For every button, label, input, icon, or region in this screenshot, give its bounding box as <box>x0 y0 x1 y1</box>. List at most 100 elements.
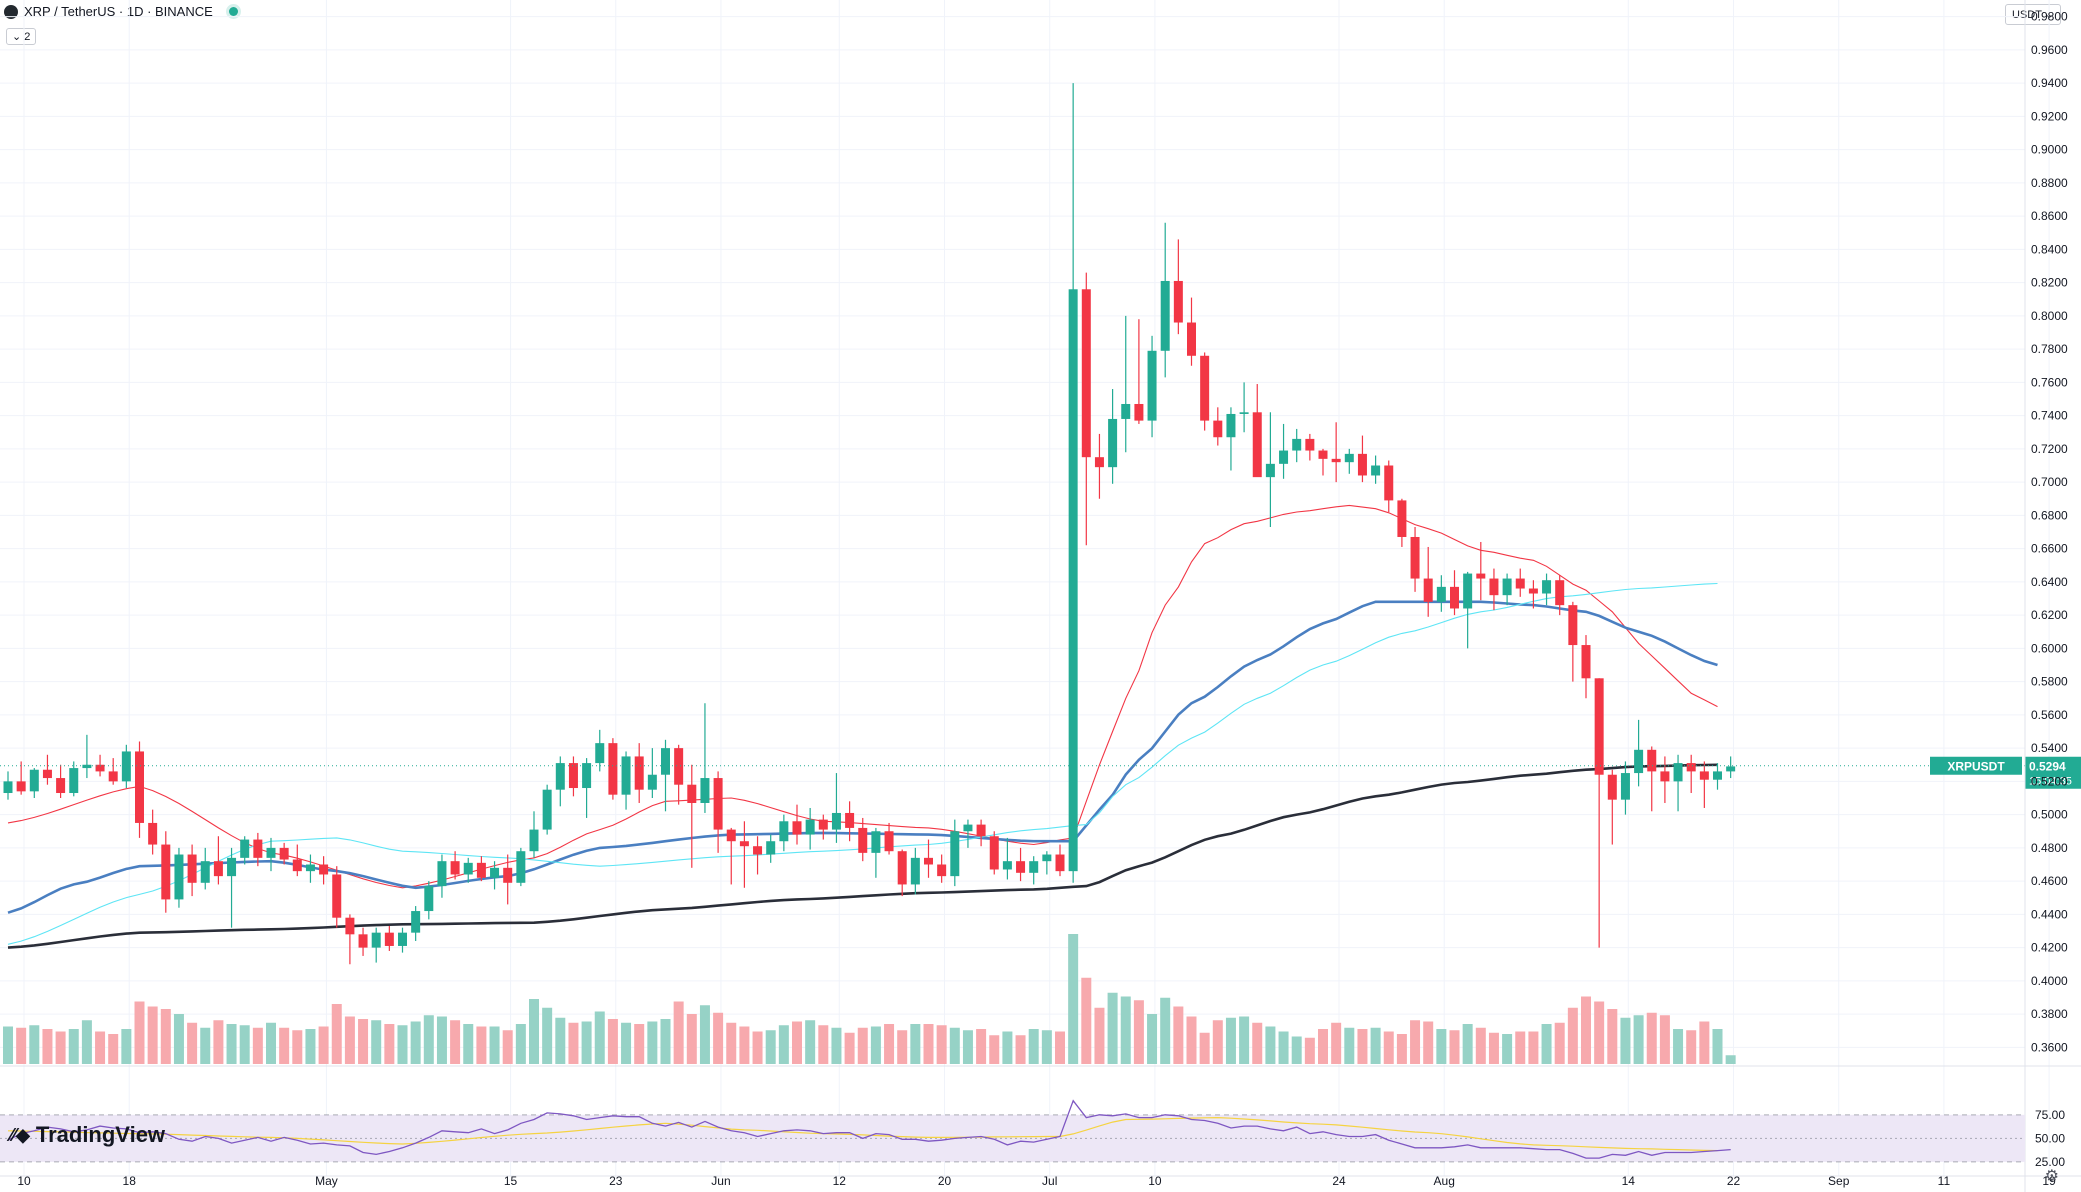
bar-countdown: 15:04:35 <box>2029 776 2072 788</box>
price-tick-label: 0.4800 <box>2031 841 2068 855</box>
candle-body <box>1528 588 1538 594</box>
volume-bar <box>1502 1034 1513 1064</box>
time-tick-label: Aug <box>1434 1174 1455 1188</box>
price-tick-label: 0.9200 <box>2031 109 2068 123</box>
volume-bar <box>792 1021 802 1064</box>
candle-body <box>1042 854 1052 862</box>
candle-body <box>1555 580 1565 606</box>
volume-bar <box>542 1007 553 1064</box>
volume-bar <box>1212 1020 1223 1064</box>
candle-body <box>753 846 763 855</box>
volume-bar <box>1699 1021 1710 1064</box>
volume-bar <box>95 1031 106 1064</box>
candle-body <box>858 827 868 853</box>
volume-bar <box>686 1014 697 1064</box>
volume-bar <box>1725 1055 1736 1064</box>
volume-bar <box>81 1020 92 1064</box>
candle-body <box>1147 350 1157 421</box>
candle-body <box>1463 573 1473 609</box>
candle-body <box>240 839 250 858</box>
volume-bar <box>1107 992 1118 1064</box>
symbol-title[interactable]: XRP / TetherUS · 1D · BINANCE <box>24 4 213 19</box>
volume-bar <box>331 1004 342 1064</box>
candle-body <box>1265 463 1275 478</box>
candle-body <box>1542 580 1552 594</box>
candle-body <box>1108 418 1118 468</box>
gear-icon[interactable]: ⚙ <box>2044 1168 2059 1185</box>
candle-body <box>1081 289 1091 458</box>
volume-bar <box>660 1019 671 1064</box>
volume-bar <box>1528 1031 1539 1064</box>
volume-bar <box>515 1024 526 1064</box>
time-tick-label: 23 <box>609 1174 623 1188</box>
volume-bar <box>555 1017 566 1064</box>
candle-body <box>582 763 592 789</box>
volume-bar <box>949 1027 960 1064</box>
volume-bar <box>147 1006 158 1064</box>
volume-bar <box>1475 1027 1486 1064</box>
candle-body <box>1436 586 1446 602</box>
time-tick-label: 14 <box>1622 1174 1636 1188</box>
candle-body <box>200 861 210 883</box>
volume-bar <box>239 1025 250 1064</box>
price-tick-label: 0.9800 <box>2031 10 2068 24</box>
candle-body <box>1094 457 1104 468</box>
candle-body <box>345 917 355 935</box>
candle-body <box>1581 645 1591 679</box>
candle-body <box>1620 773 1630 800</box>
candle-body <box>1239 412 1249 414</box>
rsi-ma-line <box>7 1116 1718 1152</box>
volume-bar <box>581 1021 592 1064</box>
volume-bar <box>266 1022 276 1064</box>
time-tick-label: 15 <box>504 1174 518 1188</box>
candle-body <box>924 857 933 865</box>
time-tick-label: Jul <box>1042 1174 1057 1188</box>
candle-body <box>1331 458 1341 463</box>
candle-body <box>831 812 841 830</box>
candle-body <box>266 847 276 858</box>
candle-body <box>135 751 144 823</box>
candle-body <box>950 831 960 877</box>
volume-bar <box>476 1026 487 1064</box>
volume-bar <box>897 1030 908 1064</box>
candle-body <box>1384 465 1394 501</box>
volume-bar <box>55 1031 66 1064</box>
volume-bar <box>594 1011 605 1064</box>
candle-body <box>253 839 263 858</box>
price-tick-label: 0.6600 <box>2031 542 2068 556</box>
candle-body <box>384 932 394 946</box>
candle-body <box>1318 450 1328 459</box>
price-tick-label: 0.7600 <box>2031 375 2068 389</box>
indicator-toggle-button[interactable]: ⌄ 2 <box>6 28 37 45</box>
candle-body <box>661 748 670 775</box>
volume-bar <box>1002 1031 1013 1064</box>
volume-bar <box>1633 1015 1644 1064</box>
candle-body <box>779 821 789 842</box>
price-tick-label: 0.8600 <box>2031 209 2068 223</box>
time-tick-label: May <box>315 1174 338 1188</box>
candle-body <box>726 829 736 842</box>
price-tick-label: 0.4400 <box>2031 907 2068 921</box>
price-tick-label: 0.7400 <box>2031 409 2068 423</box>
volume-bar <box>726 1022 737 1064</box>
candle-body <box>358 934 368 948</box>
volume-bar <box>279 1027 290 1064</box>
tradingview-logo[interactable]: ⁄⁄◆ TradingView <box>10 1122 165 1148</box>
volume-bar <box>976 1029 987 1064</box>
candle-body <box>95 764 105 772</box>
volume-bar <box>213 1020 224 1064</box>
volume-bar <box>187 1022 198 1064</box>
candle-body <box>818 819 828 830</box>
volume-bar <box>397 1025 408 1064</box>
volume-bar <box>1620 1017 1631 1064</box>
price-tick-label: 0.4600 <box>2031 874 2068 888</box>
volume-bar <box>1225 1017 1236 1064</box>
volume-bar <box>1344 1027 1355 1064</box>
indicator-count: 2 <box>24 31 31 43</box>
price-tick-label: 0.9000 <box>2031 143 2068 157</box>
candle-body <box>1371 465 1381 476</box>
volume-bar <box>160 1009 171 1064</box>
volume-bar <box>358 1019 369 1064</box>
candle-body <box>1252 412 1262 478</box>
